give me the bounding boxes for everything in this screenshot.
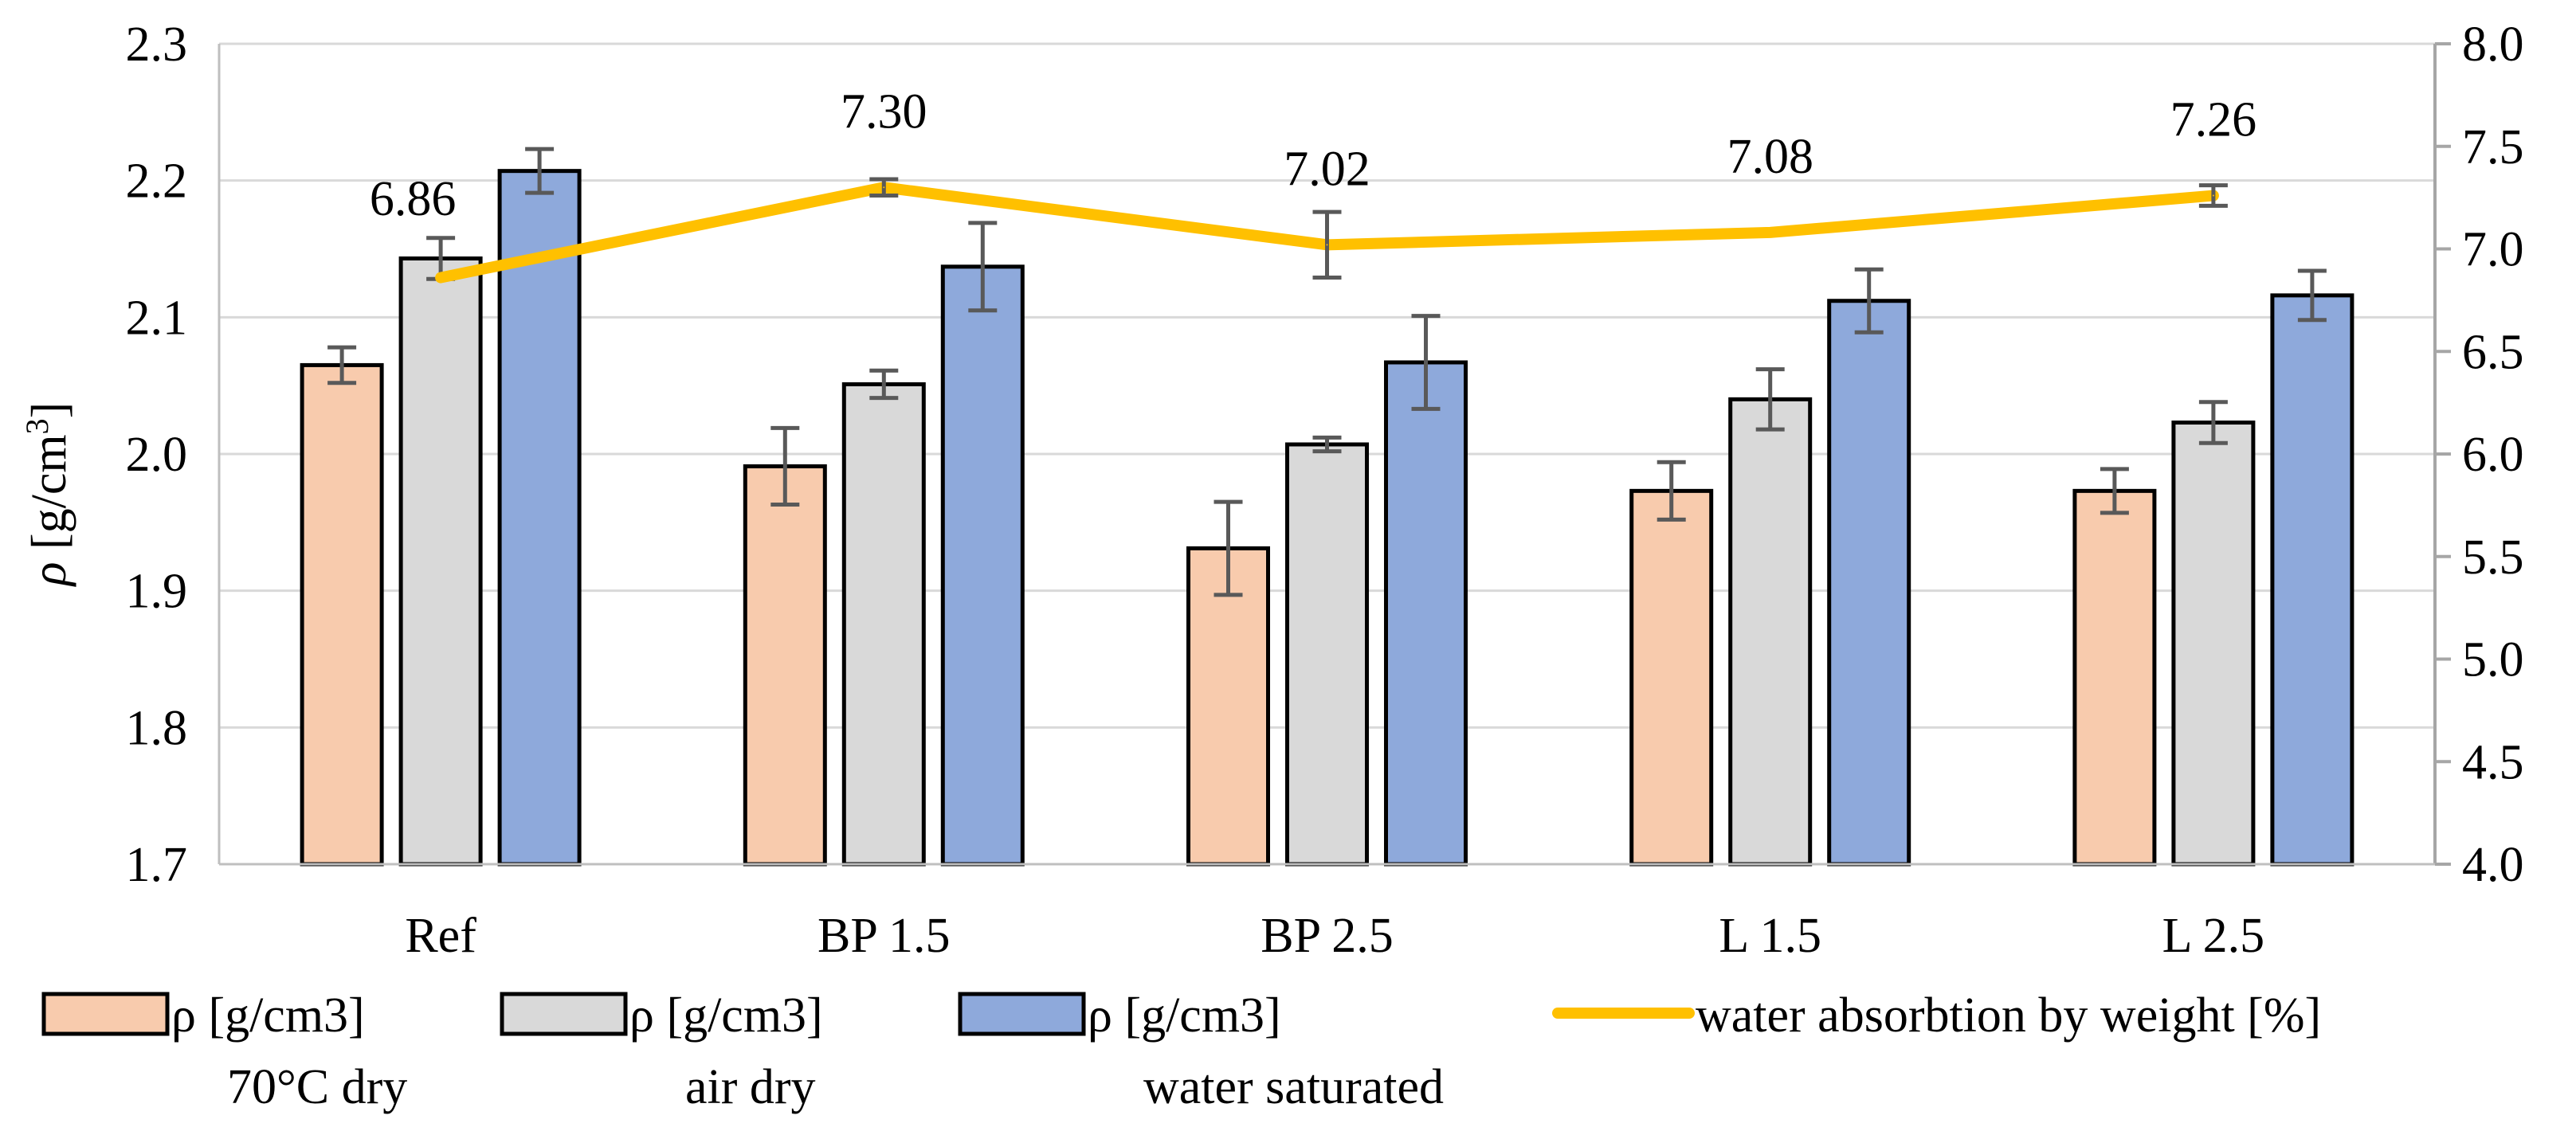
bar (1186, 546, 1270, 867)
line-point (883, 186, 885, 189)
line-series (435, 177, 2228, 284)
y2-tick-label: 6.5 (2462, 325, 2524, 379)
y-axis-title-sup: 3 (19, 418, 55, 434)
bar (841, 382, 926, 867)
line-data-labels: 6.86 7.30 7.02 7.08 7.26 (370, 84, 2256, 226)
y-tick-label: 2.3 (126, 18, 188, 72)
y-axis-title-unit: [g/cm (22, 434, 76, 562)
category-label: BP 2.5 (1261, 909, 1394, 963)
y2-tick-label: 4.0 (2462, 838, 2524, 892)
legend-label-line2: water saturated (1143, 1060, 1444, 1114)
bar (2270, 293, 2354, 867)
bar (1827, 299, 1911, 867)
bar (300, 362, 384, 867)
line-data-label: 7.26 (2170, 93, 2257, 147)
legend-label-line1: ρ [g/cm3] (171, 988, 365, 1043)
y2-tick-label: 6.0 (2462, 428, 2524, 482)
y2-tick-label: 4.5 (2462, 735, 2524, 789)
y2-tick-label: 8.0 (2462, 18, 2524, 72)
error-bars (327, 147, 2327, 597)
bar (743, 464, 827, 867)
legend-swatch (958, 992, 1086, 1036)
legend-label-line2: air dry (685, 1060, 816, 1114)
category-label: L 1.5 (1719, 909, 1821, 963)
bar (2072, 488, 2157, 867)
line-data-label: 7.02 (1284, 142, 1370, 196)
y-tick-label: 2.0 (126, 428, 188, 482)
y2-tick-label: 5.5 (2462, 530, 2524, 585)
bar (940, 264, 1025, 867)
line-point (2212, 194, 2214, 197)
line-point (440, 276, 442, 279)
bar (1285, 442, 1369, 867)
y-tick-label: 1.9 (126, 565, 188, 619)
y-tick-label: 2.1 (126, 291, 188, 345)
axes (218, 42, 2451, 866)
line-point (1769, 231, 1771, 233)
bar (1629, 488, 1714, 867)
y2-tick-label: 7.5 (2462, 120, 2524, 174)
legend-label-line1: ρ [g/cm3] (629, 988, 823, 1043)
category-label: Ref (405, 909, 476, 963)
y-axis-title: ρ [g/cm3] (19, 402, 77, 588)
category-label: L 2.5 (2162, 909, 2265, 963)
category-labels: Ref BP 1.5 BP 2.5 L 1.5 L 2.5 (405, 909, 2264, 963)
line-data-label: 7.30 (841, 84, 927, 139)
line-data-label: 6.86 (370, 172, 457, 226)
y-axis-title-symbol: ρ (22, 562, 76, 588)
y2-axis-ticks: 4.0 4.5 5.0 5.5 6.0 6.5 7.0 7.5 8.0 (2462, 18, 2524, 892)
y-axis-title-close: ] (22, 402, 76, 419)
legend-swatch (41, 992, 170, 1036)
legend-swatch (500, 992, 628, 1036)
y-tick-label: 2.2 (126, 155, 188, 209)
legend: ρ [g/cm3] 70°C dry ρ [g/cm3] air dry ρ [g/cm… (41, 988, 2321, 1114)
category-label: BP 1.5 (817, 909, 951, 963)
legend-label-line1: water absorbtion by weight [%] (1696, 988, 2321, 1043)
bar (497, 169, 582, 867)
legend-label-line2: 70°C dry (227, 1060, 407, 1114)
bar (1728, 397, 1813, 867)
bar (2171, 421, 2256, 867)
y-tick-label: 1.8 (126, 701, 188, 755)
y-axis-ticks: 1.7 1.8 1.9 2.0 2.1 2.2 2.3 (126, 18, 188, 892)
line-point (1326, 244, 1328, 246)
y-tick-label: 1.7 (126, 838, 188, 892)
bar (398, 256, 483, 867)
y2-tick-label: 5.0 (2462, 633, 2524, 687)
legend-label-line1: ρ [g/cm3] (1088, 988, 1281, 1043)
y2-tick-label: 7.0 (2462, 223, 2524, 277)
line-data-label: 7.08 (1727, 130, 1813, 184)
bar (1384, 360, 1468, 867)
